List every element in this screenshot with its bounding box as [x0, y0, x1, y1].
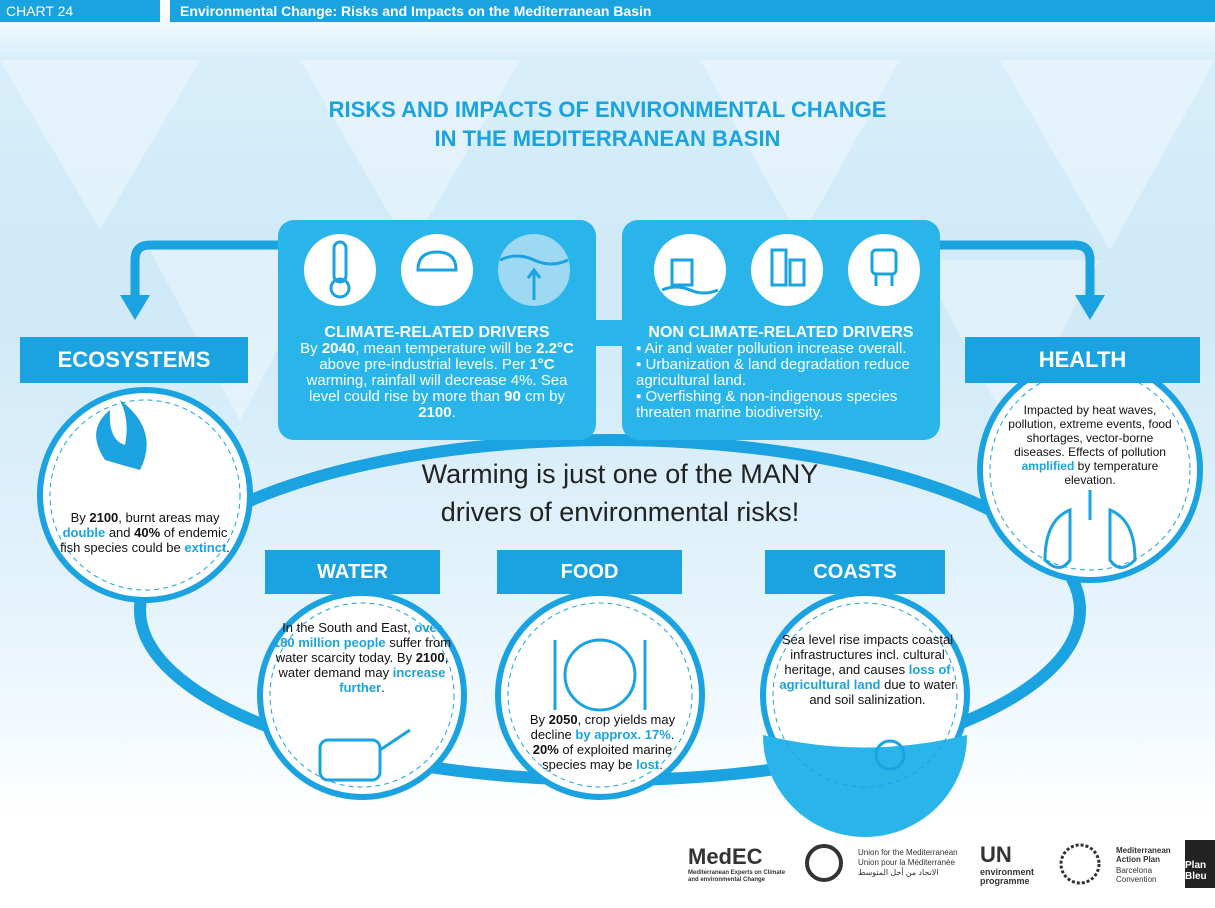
ufm-emblem [805, 844, 843, 882]
text: , mean temperature will be [355, 340, 536, 357]
non-climate-title: NON CLIMATE-RELATED DRIVERS [622, 325, 940, 341]
text: Urbanization & land degradation reduce a… [636, 356, 910, 389]
climate-text: By 2040, mean temperature will be 2.2°C … [278, 341, 596, 421]
text: 90 [504, 388, 521, 405]
text: 2050 [549, 712, 578, 727]
text: 1°C [529, 356, 554, 373]
text: by temperature elevation. [1064, 459, 1158, 487]
text: By [530, 712, 549, 727]
health-banner: HEALTH [965, 337, 1200, 383]
logos: MedEC Mediterranean Experts on Climate a… [688, 840, 1215, 890]
text: Impacted by heat waves, pollution, extre… [1008, 403, 1171, 459]
plan-bleu-logo: Plan Bleu [1185, 840, 1215, 888]
medec-sub: Mediterranean Experts on Climate and env… [688, 870, 793, 884]
climate-icons [278, 220, 596, 320]
ecosystems-text: By 2100, burnt areas may double and 40% … [55, 510, 235, 555]
text: lost [636, 757, 659, 772]
title-line: RISKS AND IMPACTS OF ENVIRONMENTAL CHANG… [0, 95, 1215, 124]
text: double [63, 525, 106, 540]
medec-logo: MedEC [688, 844, 763, 870]
chart-label: CHART 24 [0, 0, 160, 22]
text: Union for the Mediterranean [858, 848, 958, 858]
un-sub: environment programme [980, 868, 1040, 886]
header-title: Environmental Change: Risks and Impacts … [170, 0, 1215, 22]
infographic: CHART 24 Environmental Change: Risks and… [0, 0, 1215, 908]
list-item: ▪ Overfishing & non-indigenous species t… [636, 389, 926, 421]
title-line: IN THE MEDITERRANEAN BASIN [0, 124, 1215, 153]
text: 2100 [416, 650, 445, 665]
non-climate-box: NON CLIMATE-RELATED DRIVERS ▪ Air and wa… [622, 220, 940, 440]
list-item: ▪ Air and water pollution increase overa… [636, 341, 926, 357]
text: In the South and East, [282, 620, 414, 635]
text: Air and water pollution increase overall… [645, 340, 907, 357]
text: amplified [1022, 459, 1075, 473]
text: extinct [184, 540, 226, 555]
map-name: Mediterranean Action Plan [1116, 846, 1176, 864]
ecosystems-banner: ECOSYSTEMS [20, 337, 248, 383]
food-banner: FOOD [497, 550, 682, 594]
coasts-banner: COASTS [765, 550, 945, 594]
centre-text: Warming is just one of the MANY drivers … [360, 455, 880, 531]
text: above pre-industrial levels. Per [319, 356, 529, 373]
text: and [105, 525, 134, 540]
non-climate-icons [622, 220, 940, 320]
text: الاتحاد من أجل المتوسط [858, 868, 958, 878]
coasts-text: Sea level rise impacts coastal infrastru… [770, 632, 965, 707]
non-climate-list: ▪ Air and water pollution increase overa… [622, 341, 940, 421]
text: . [226, 540, 230, 555]
text: . [452, 404, 456, 421]
text: Union pour la Méditerranée [858, 858, 958, 868]
text: drivers of environmental risks! [360, 493, 880, 531]
climate-box: CLIMATE-RELATED DRIVERS By 2040, mean te… [278, 220, 596, 440]
text: cm by [521, 388, 565, 405]
text: . [659, 757, 663, 772]
food-text: By 2050, crop yields may decline by appr… [520, 712, 685, 772]
climate-title: CLIMATE-RELATED DRIVERS [278, 325, 596, 341]
text: 2040 [322, 340, 355, 357]
list-item: ▪ Urbanization & land degradation reduce… [636, 357, 926, 389]
text: 2100 [89, 510, 118, 525]
text: By [71, 510, 90, 525]
text: by approx. 17% [575, 727, 670, 742]
map-emblem [1056, 842, 1104, 886]
text: . [381, 680, 385, 695]
water-banner: WATER [265, 550, 440, 594]
map-sub: Barcelona Convention [1116, 866, 1176, 884]
main-title: RISKS AND IMPACTS OF ENVIRONMENTAL CHANG… [0, 95, 1215, 153]
text: , burnt areas may [118, 510, 219, 525]
text: . [671, 727, 675, 742]
text: Warming is just one of the MANY [360, 455, 880, 493]
health-text: Impacted by heat waves, pollution, extre… [1000, 403, 1180, 487]
water-text: In the South and East, over 180 million … [272, 620, 452, 695]
text: By [300, 340, 322, 357]
text: Overfishing & non-indigenous species thr… [636, 388, 897, 421]
un-logo: UN [980, 842, 1012, 868]
text: 20% [533, 742, 559, 757]
text: 40% [134, 525, 160, 540]
text: 2.2°C [536, 340, 574, 357]
text: 2100 [418, 404, 451, 421]
